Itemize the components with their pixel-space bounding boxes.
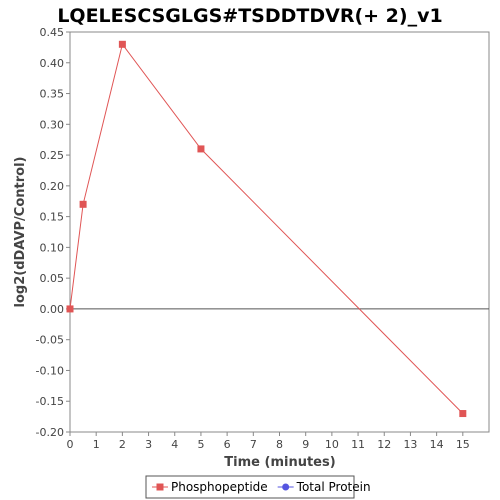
x-tick-label: 4 (171, 438, 178, 451)
y-tick-label: -0.20 (36, 426, 64, 439)
x-tick-label: 0 (67, 438, 74, 451)
data-point (459, 410, 467, 418)
x-axis-label: Time (minutes) (224, 455, 335, 470)
y-tick-label: 0.30 (40, 118, 65, 131)
x-tick-label: 10 (325, 438, 339, 451)
y-tick-label: 0.00 (40, 303, 65, 316)
plot-frame (69, 31, 490, 433)
y-tick-label: 0.45 (40, 26, 65, 39)
legend-box (145, 475, 355, 499)
x-tick-label: 12 (377, 438, 391, 451)
x-tick-label: 6 (224, 438, 231, 451)
data-point (79, 200, 87, 208)
y-tick-label: 0.25 (40, 149, 65, 162)
y-tick-label: -0.10 (36, 364, 64, 377)
y-tick-label: -0.15 (36, 395, 64, 408)
y-tick-label: 0.20 (40, 180, 65, 193)
x-tick-label: 1 (93, 438, 100, 451)
chart-title: LQELESCSGLGS#TSDDTDVR(+ 2)_v1 (57, 5, 442, 27)
y-tick-label: -0.05 (36, 334, 64, 347)
data-point (197, 145, 205, 153)
x-tick-label: 11 (351, 438, 365, 451)
legend-marker (156, 483, 164, 491)
x-tick-label: 5 (197, 438, 204, 451)
x-axis: 0 1 2 3 4 5 6 7 8 9 10 11 12 13 14 15 (67, 432, 470, 451)
legend-entry: Total Protein (296, 480, 371, 494)
y-tick-label: 0.05 (40, 272, 65, 285)
x-tick-label: 7 (250, 438, 257, 451)
x-tick-label: 14 (430, 438, 444, 451)
x-tick-label: 15 (456, 438, 470, 451)
legend: Phosphopeptide Total Protein (145, 475, 371, 499)
legend-entry: Phosphopeptide (171, 480, 268, 494)
x-tick-label: 3 (145, 438, 152, 451)
x-tick-label: 8 (276, 438, 283, 451)
legend-marker (282, 483, 290, 491)
y-tick-label: 0.15 (40, 211, 65, 224)
y-tick-label: 0.35 (40, 88, 65, 101)
y-axis: -0.20 -0.15 -0.10 -0.05 0.00 0.05 0.10 0.15 0.20… (36, 26, 70, 439)
x-tick-label: 13 (403, 438, 417, 451)
series-layer (66, 40, 467, 418)
plot-area (69, 31, 490, 433)
y-tick-label: 0.40 (40, 57, 65, 70)
y-tick-label: 0.10 (40, 241, 65, 254)
data-point (66, 305, 74, 313)
x-tick-label: 9 (302, 438, 309, 451)
data-point (118, 40, 126, 48)
y-axis-label: log2(dDAVP/Control) (13, 157, 28, 308)
x-tick-label: 2 (119, 438, 126, 451)
